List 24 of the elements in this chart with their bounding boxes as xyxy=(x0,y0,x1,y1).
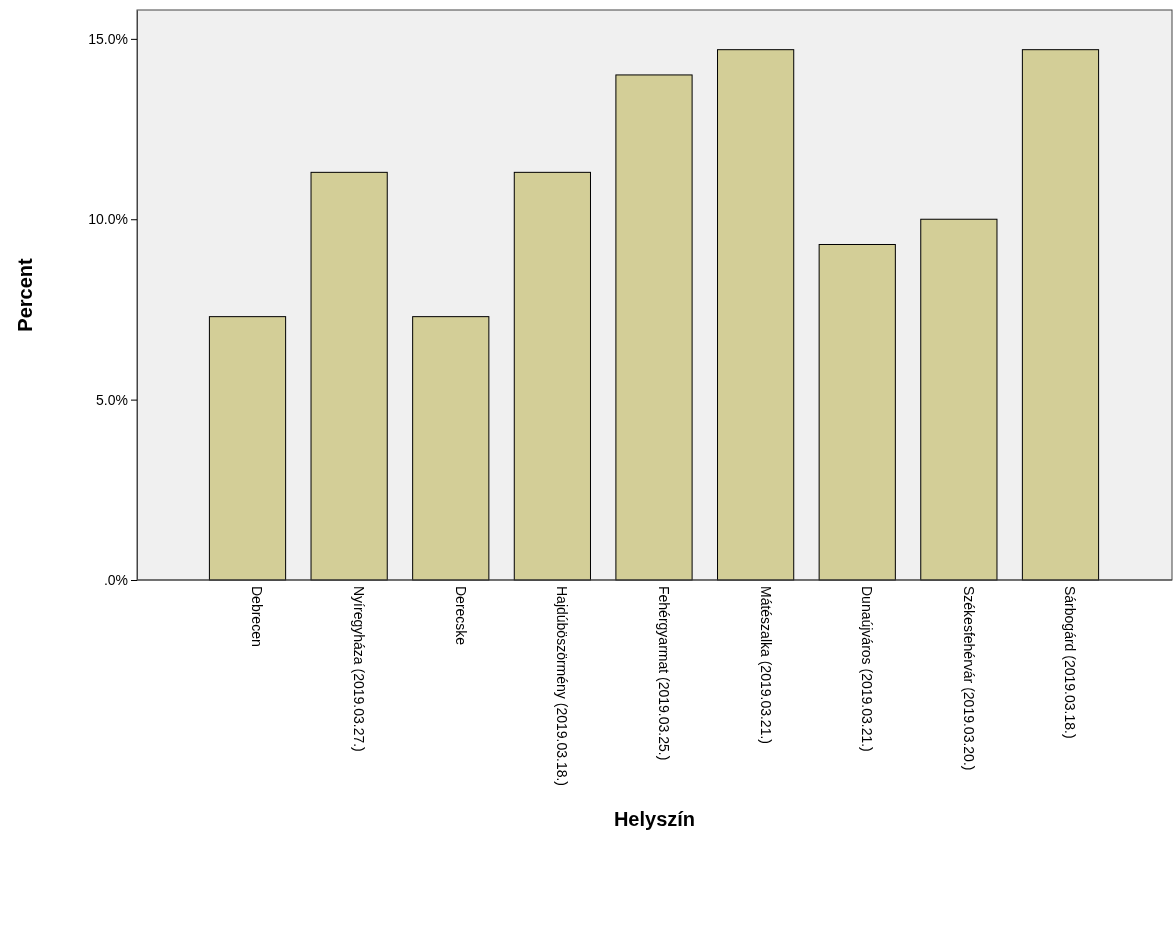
bar xyxy=(208,316,287,581)
bar xyxy=(717,49,795,581)
bar xyxy=(1021,49,1100,581)
x-tick-label: Hajdúböszörmény (2019.03.18.) xyxy=(554,586,571,787)
y-axis-title: Percent xyxy=(14,257,36,332)
bar xyxy=(920,218,998,581)
bar xyxy=(412,316,490,581)
bar xyxy=(818,243,896,581)
y-tick-label: 15.0% xyxy=(88,30,128,47)
y-tick-label: .0% xyxy=(103,571,128,588)
x-tick-label: Nyíregyháza (2019.03.27.) xyxy=(351,586,368,752)
x-tick-label: Mátészalka (2019.03.21.) xyxy=(757,586,774,744)
x-tick-label: Debrecen xyxy=(249,586,266,647)
y-tick-label: 10.0% xyxy=(88,211,128,228)
bar xyxy=(513,171,591,581)
bar xyxy=(615,74,693,581)
x-tick-label: Fehérgyarmat (2019.03.25.) xyxy=(655,586,672,761)
x-tick-label: Dunaújváros (2019.03.21.) xyxy=(859,586,876,752)
bar xyxy=(310,171,388,581)
x-tick-label: Székesfehérvár (2019.03.20.) xyxy=(960,586,977,771)
x-tick-label: Derecske xyxy=(452,586,469,646)
y-tick-label: 5.0% xyxy=(96,391,128,408)
x-axis-title: Helyszín xyxy=(613,808,696,831)
x-tick-label: Sárbogárd (2019.03.18.) xyxy=(1062,586,1079,739)
